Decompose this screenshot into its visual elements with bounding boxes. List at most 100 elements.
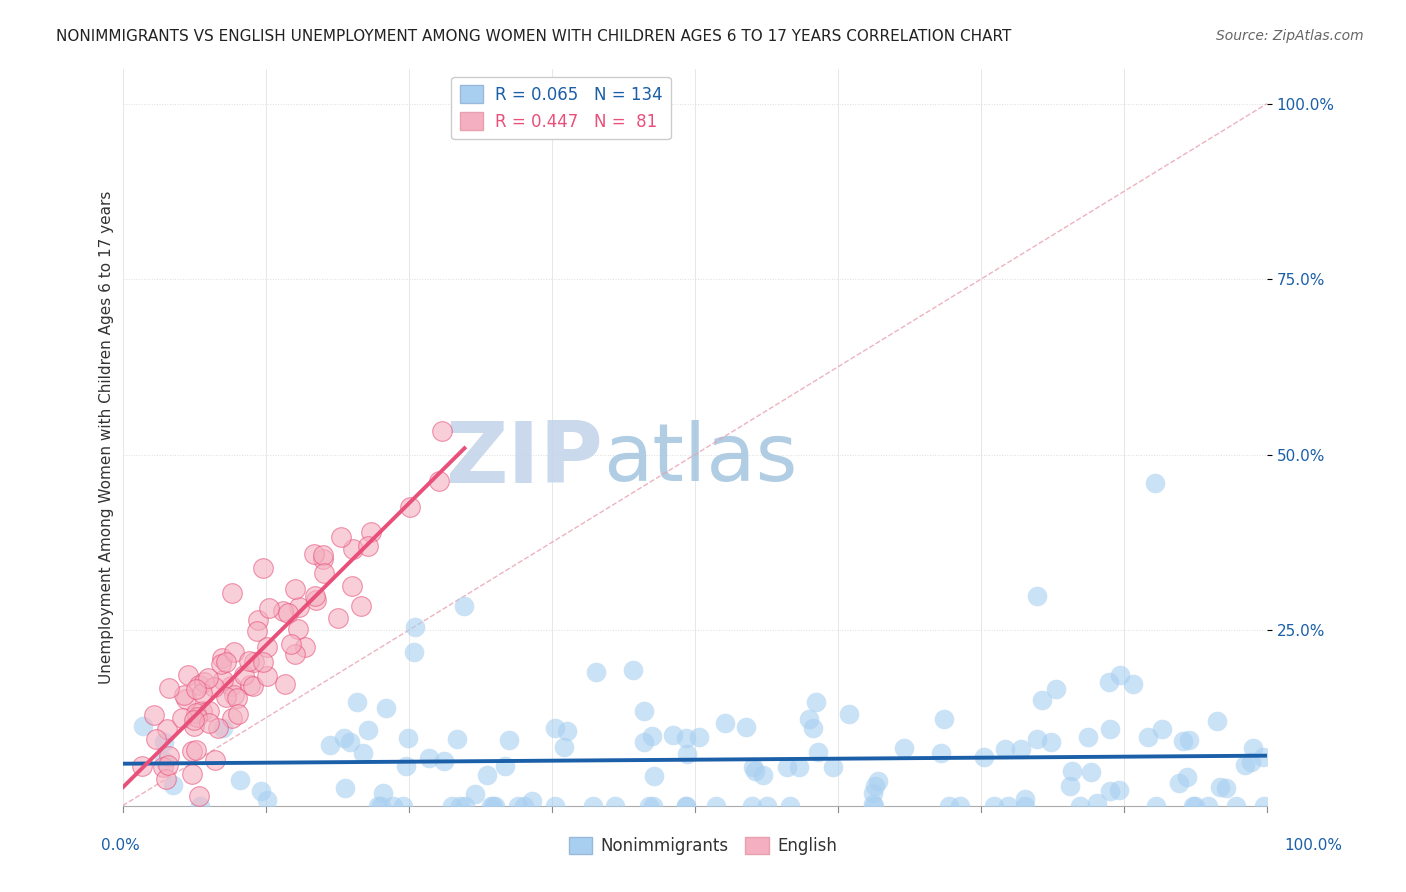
- Point: [520, 794, 543, 808]
- Point: [1233, 758, 1256, 772]
- Point: [704, 798, 727, 813]
- Point: [688, 731, 710, 745]
- Point: [973, 750, 995, 764]
- Point: [1069, 798, 1091, 813]
- Point: [342, 542, 364, 557]
- Point: [807, 745, 830, 759]
- Point: [391, 798, 413, 813]
- Point: [350, 599, 373, 613]
- Point: [371, 786, 394, 800]
- Point: [994, 742, 1017, 756]
- Point: [1098, 783, 1121, 797]
- Point: [287, 622, 309, 636]
- Point: [1197, 798, 1219, 813]
- Point: [242, 679, 264, 693]
- Point: [188, 798, 211, 813]
- Point: [1173, 734, 1195, 748]
- Point: [204, 753, 226, 767]
- Point: [181, 767, 204, 781]
- Point: [449, 798, 471, 813]
- Point: [752, 768, 775, 782]
- Point: [643, 769, 665, 783]
- Point: [312, 548, 335, 562]
- Text: ZIP: ZIP: [446, 417, 603, 500]
- Point: [219, 680, 242, 694]
- Point: [184, 706, 207, 720]
- Point: [1122, 677, 1144, 691]
- Point: [176, 691, 198, 706]
- Point: [1026, 590, 1049, 604]
- Point: [862, 797, 884, 812]
- Point: [430, 424, 453, 438]
- Point: [157, 749, 180, 764]
- Point: [893, 741, 915, 756]
- Point: [1240, 755, 1263, 769]
- Point: [273, 677, 295, 691]
- Point: [177, 667, 200, 681]
- Point: [131, 759, 153, 773]
- Point: [252, 655, 274, 669]
- Point: [238, 654, 260, 668]
- Point: [662, 728, 685, 742]
- Point: [433, 754, 456, 768]
- Point: [221, 711, 243, 725]
- Point: [214, 690, 236, 704]
- Point: [418, 751, 440, 765]
- Point: [153, 735, 176, 749]
- Point: [207, 721, 229, 735]
- Point: [226, 691, 249, 706]
- Point: [256, 669, 278, 683]
- Point: [287, 599, 309, 614]
- Point: [1085, 797, 1108, 811]
- Point: [1014, 798, 1036, 813]
- Point: [294, 640, 316, 655]
- Point: [440, 798, 463, 813]
- Point: [603, 798, 626, 813]
- Point: [312, 552, 335, 566]
- Point: [983, 798, 1005, 813]
- Point: [1014, 792, 1036, 806]
- Point: [340, 579, 363, 593]
- Point: [494, 759, 516, 773]
- Point: [484, 798, 506, 813]
- Point: [1137, 730, 1160, 744]
- Point: [643, 798, 665, 813]
- Point: [277, 606, 299, 620]
- Point: [246, 624, 269, 639]
- Point: [221, 586, 243, 600]
- Text: 100.0%: 100.0%: [1285, 838, 1343, 853]
- Point: [675, 798, 697, 813]
- Point: [1045, 681, 1067, 696]
- Text: atlas: atlas: [603, 420, 797, 499]
- Point: [735, 720, 758, 734]
- Point: [1097, 675, 1119, 690]
- Text: 0.0%: 0.0%: [101, 838, 141, 853]
- Point: [714, 715, 737, 730]
- Point: [1175, 770, 1198, 784]
- Point: [446, 731, 468, 746]
- Point: [866, 773, 889, 788]
- Point: [183, 714, 205, 728]
- Point: [250, 784, 273, 798]
- Point: [1251, 750, 1274, 764]
- Point: [187, 678, 209, 692]
- Point: [284, 647, 307, 661]
- Point: [271, 604, 294, 618]
- Point: [222, 688, 245, 702]
- Point: [145, 731, 167, 746]
- Point: [360, 525, 382, 540]
- Point: [404, 645, 426, 659]
- Point: [475, 768, 498, 782]
- Point: [186, 743, 208, 757]
- Text: Source: ZipAtlas.com: Source: ZipAtlas.com: [1216, 29, 1364, 43]
- Point: [1215, 781, 1237, 796]
- Point: [506, 798, 529, 813]
- Point: [1225, 798, 1247, 813]
- Point: [229, 773, 252, 788]
- Point: [513, 798, 536, 813]
- Point: [305, 592, 328, 607]
- Point: [333, 780, 356, 795]
- Point: [396, 731, 419, 746]
- Point: [544, 721, 567, 735]
- Point: [633, 735, 655, 749]
